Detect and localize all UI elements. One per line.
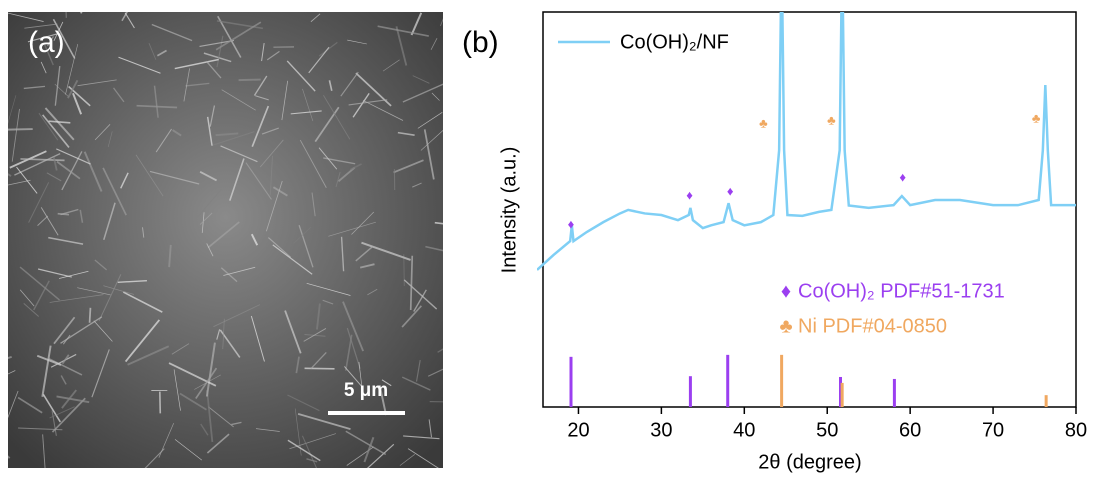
legend-label: Co(OH)₂ PDF#51-1731 <box>798 280 1005 302</box>
plot-area: ♦ ♦ ♦ ♦ ♣ ♣ ♣ <box>537 0 1076 407</box>
peak-marker: ♦ <box>686 188 693 203</box>
panel-label: (a) <box>28 26 65 59</box>
plot-frame <box>543 12 1076 407</box>
legend-label: Ni PDF#04-0850 <box>798 315 947 337</box>
x-tick-label: 60 <box>899 419 921 441</box>
x-tick-label: 30 <box>650 419 672 441</box>
panel-label: (b) <box>462 26 499 59</box>
legend-symbol: ♦ <box>781 280 791 302</box>
x-tick-label: 50 <box>816 419 838 441</box>
sem-flake <box>239 80 261 81</box>
x-tick-label: 20 <box>567 419 589 441</box>
legend-symbol: ♣ <box>779 315 792 337</box>
x-tick-label: 70 <box>982 419 1004 441</box>
sem-image <box>0 0 483 481</box>
peak-marker: ♦ <box>727 184 734 199</box>
sem-flake <box>0 234 8 237</box>
legend-label: Co(OH)₂/NF <box>620 31 729 53</box>
x-axis-label: 2θ (degree) <box>758 451 861 473</box>
peak-marker: ♦ <box>899 169 906 184</box>
peak-marker: ♦ <box>568 216 575 231</box>
scale-bar-label: 5 μm <box>344 380 388 401</box>
sem-flake <box>430 402 478 403</box>
x-tick-label: 80 <box>1065 419 1087 441</box>
peak-marker: ♣ <box>759 116 768 131</box>
peak-marker: ♣ <box>1032 110 1041 125</box>
sem-flake <box>81 0 111 13</box>
y-axis-label: Intensity (a.u.) <box>498 147 520 274</box>
data-line <box>537 0 1076 270</box>
sem-flake <box>58 214 69 215</box>
sem-flake <box>90 308 91 323</box>
peak-marker: ♣ <box>827 112 836 127</box>
x-tick-label: 40 <box>733 419 755 441</box>
